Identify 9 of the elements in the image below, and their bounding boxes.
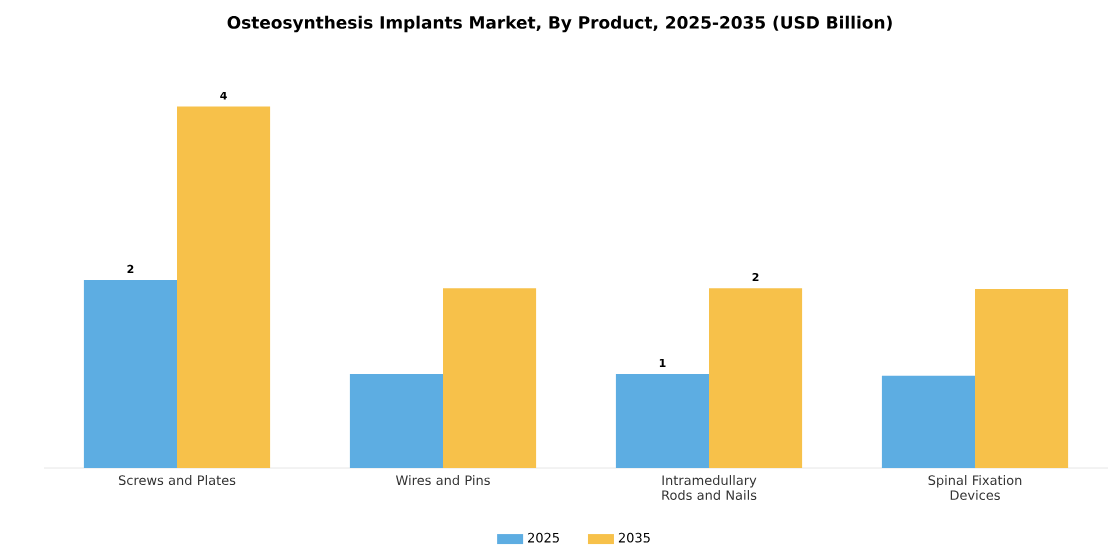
bar [615, 374, 709, 468]
bar [177, 106, 271, 468]
bar [443, 288, 537, 468]
bar [975, 289, 1069, 468]
bar [881, 375, 976, 468]
bar [349, 374, 443, 468]
chart-title: Osteosynthesis Implants Market, By Product, 2025-2035 (USD Billion) [227, 15, 892, 33]
bar [83, 280, 177, 468]
bar [709, 288, 803, 468]
